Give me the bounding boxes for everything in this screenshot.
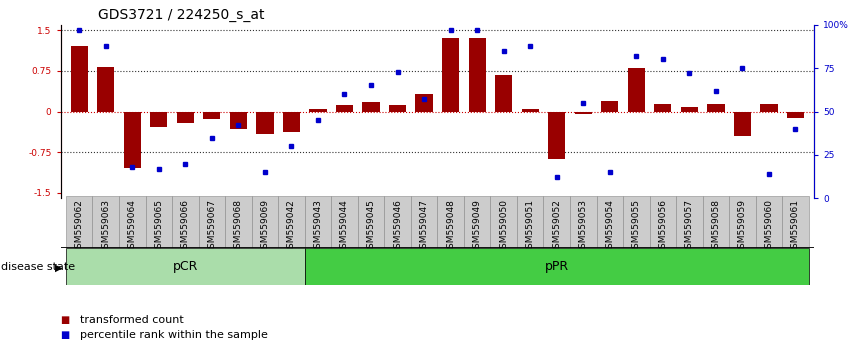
Text: GSM559048: GSM559048: [446, 199, 456, 254]
Bar: [628, 68, 645, 112]
FancyBboxPatch shape: [252, 196, 278, 248]
Bar: [150, 112, 167, 127]
Bar: [256, 112, 274, 134]
Text: GSM559064: GSM559064: [128, 199, 137, 254]
Text: GSM559062: GSM559062: [74, 199, 84, 254]
FancyBboxPatch shape: [278, 196, 305, 248]
FancyBboxPatch shape: [650, 196, 676, 248]
Text: ■: ■: [61, 330, 70, 339]
FancyBboxPatch shape: [570, 196, 597, 248]
Bar: [416, 94, 433, 112]
Text: percentile rank within the sample: percentile rank within the sample: [80, 330, 268, 339]
Text: GSM559044: GSM559044: [340, 199, 349, 254]
FancyBboxPatch shape: [623, 196, 650, 248]
Text: GSM559043: GSM559043: [313, 199, 322, 254]
Bar: [521, 109, 539, 112]
Text: GSM559065: GSM559065: [154, 199, 164, 254]
Text: pCR: pCR: [172, 260, 198, 273]
Bar: [734, 112, 751, 136]
FancyBboxPatch shape: [437, 196, 464, 248]
Text: GSM559068: GSM559068: [234, 199, 242, 254]
Bar: [229, 112, 247, 129]
Bar: [708, 104, 725, 112]
FancyBboxPatch shape: [305, 196, 331, 248]
Bar: [204, 112, 221, 119]
Bar: [389, 105, 406, 112]
Bar: [469, 38, 486, 112]
Bar: [548, 112, 565, 159]
Bar: [442, 38, 459, 112]
FancyBboxPatch shape: [729, 196, 756, 248]
FancyBboxPatch shape: [93, 196, 119, 248]
FancyBboxPatch shape: [464, 196, 490, 248]
FancyBboxPatch shape: [410, 196, 437, 248]
Bar: [336, 105, 353, 112]
FancyBboxPatch shape: [172, 196, 198, 248]
Text: GSM559054: GSM559054: [605, 199, 614, 254]
Bar: [362, 102, 379, 112]
FancyBboxPatch shape: [119, 196, 145, 248]
Text: GSM559061: GSM559061: [791, 199, 800, 254]
Bar: [495, 75, 513, 112]
Bar: [124, 112, 141, 169]
Text: ▶: ▶: [55, 262, 62, 272]
Bar: [575, 112, 591, 114]
FancyBboxPatch shape: [490, 196, 517, 248]
Text: disease state: disease state: [1, 262, 75, 272]
FancyBboxPatch shape: [331, 196, 358, 248]
FancyBboxPatch shape: [597, 196, 623, 248]
Bar: [309, 109, 326, 112]
Text: GSM559060: GSM559060: [765, 199, 773, 254]
Text: GSM559058: GSM559058: [711, 199, 721, 254]
Text: GSM559069: GSM559069: [261, 199, 269, 254]
Bar: [601, 101, 618, 112]
Text: GSM559045: GSM559045: [366, 199, 376, 254]
FancyBboxPatch shape: [66, 248, 305, 285]
Bar: [787, 112, 805, 118]
Text: GDS3721 / 224250_s_at: GDS3721 / 224250_s_at: [98, 8, 265, 22]
FancyBboxPatch shape: [358, 196, 385, 248]
Text: GSM559052: GSM559052: [553, 199, 561, 254]
FancyBboxPatch shape: [225, 196, 252, 248]
FancyBboxPatch shape: [385, 196, 410, 248]
FancyBboxPatch shape: [66, 196, 93, 248]
FancyBboxPatch shape: [756, 196, 782, 248]
Bar: [70, 46, 87, 112]
Text: GSM559056: GSM559056: [658, 199, 668, 254]
FancyBboxPatch shape: [676, 196, 702, 248]
Text: GSM559042: GSM559042: [287, 199, 296, 254]
Text: GSM559067: GSM559067: [207, 199, 216, 254]
Text: GSM559051: GSM559051: [526, 199, 534, 254]
Text: GSM559049: GSM559049: [473, 199, 481, 254]
Text: GSM559057: GSM559057: [685, 199, 694, 254]
FancyBboxPatch shape: [305, 248, 809, 285]
Bar: [760, 104, 778, 112]
FancyBboxPatch shape: [702, 196, 729, 248]
Bar: [681, 107, 698, 112]
Text: ■: ■: [61, 315, 70, 325]
Text: GSM559047: GSM559047: [419, 199, 429, 254]
FancyBboxPatch shape: [145, 196, 172, 248]
Text: GSM559066: GSM559066: [181, 199, 190, 254]
Bar: [654, 104, 671, 112]
Text: transformed count: transformed count: [80, 315, 184, 325]
Bar: [177, 112, 194, 124]
Text: GSM559055: GSM559055: [632, 199, 641, 254]
Bar: [97, 67, 114, 112]
Text: GSM559046: GSM559046: [393, 199, 402, 254]
Bar: [283, 112, 300, 132]
Text: GSM559059: GSM559059: [738, 199, 746, 254]
FancyBboxPatch shape: [544, 196, 570, 248]
Text: GSM559053: GSM559053: [578, 199, 588, 254]
FancyBboxPatch shape: [517, 196, 544, 248]
Text: GSM559050: GSM559050: [499, 199, 508, 254]
FancyBboxPatch shape: [782, 196, 809, 248]
FancyBboxPatch shape: [198, 196, 225, 248]
Text: GSM559063: GSM559063: [101, 199, 110, 254]
Text: pPR: pPR: [545, 260, 569, 273]
